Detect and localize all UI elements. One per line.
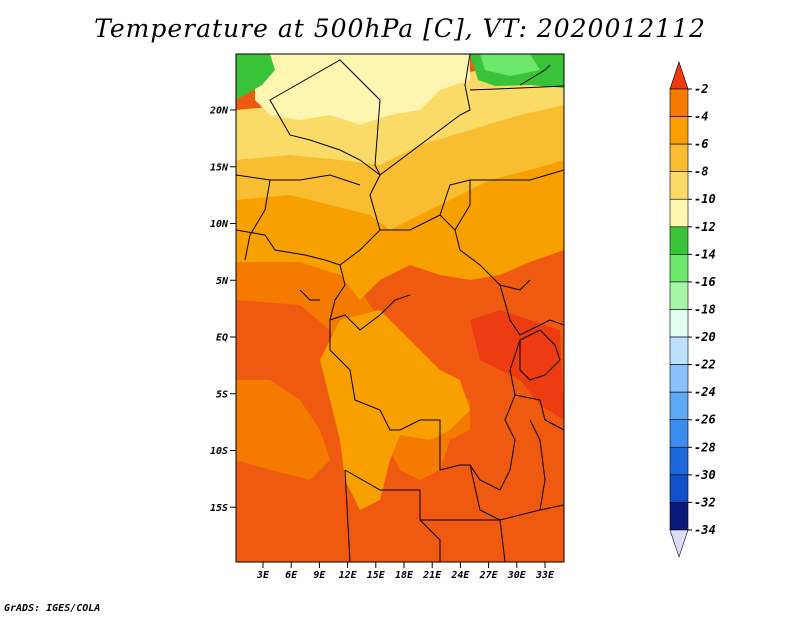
colorbar-label: -6	[694, 137, 708, 151]
colorbar-label: -22	[694, 358, 716, 372]
colorbar-segment	[669, 116, 689, 145]
color-legend: -2 -4 -6 -8 -10 -12 -14 -16 -18 -20 -22 -24 -26 -28 -3…	[669, 61, 716, 558]
colorbar-segment	[669, 391, 689, 421]
colorbar-label: -4	[694, 110, 708, 124]
colorbar-segment	[669, 446, 689, 476]
field-patch-east-hot	[470, 310, 564, 420]
colorbar-label: -16	[694, 275, 716, 289]
temperature-field	[236, 54, 564, 562]
lon-tick-label: 21E	[422, 570, 442, 581]
colorbar-label: -8	[694, 165, 708, 179]
latitude-axis: 20N 15N 10N 5N EQ 5S 10S 15S	[209, 106, 236, 514]
lon-tick-label: 24E	[450, 570, 470, 581]
lon-tick-label: 18E	[395, 570, 414, 581]
field-band-sahel	[236, 100, 564, 230]
colorbar-label: -32	[694, 495, 716, 509]
colorbar-label: -14	[694, 247, 716, 261]
colorbar-segment	[669, 281, 689, 310]
lat-tick-label: 5N	[216, 276, 229, 287]
colorbar-segment	[669, 364, 689, 393]
longitude-axis: 3E 6E 9E 12E 15E 18E 21E 24E 27E 30E 33E	[256, 562, 555, 581]
field-band-congo	[320, 310, 470, 510]
colorbar-segment	[669, 474, 689, 503]
colorbar-segment	[669, 143, 689, 172]
colorbar-segment	[669, 419, 689, 448]
colorbar-segment	[669, 226, 689, 255]
colorbar-segment	[669, 198, 689, 228]
field-band-sahara	[255, 54, 470, 125]
grads-credit: GrADS: IGES/COLA	[4, 603, 101, 614]
lon-tick-label: 12E	[339, 570, 358, 581]
country-borders	[236, 54, 564, 562]
lon-tick-label: 33E	[535, 570, 555, 581]
lon-tick-label: 27E	[479, 570, 499, 581]
map-title: Temperature at 500hPa [C], VT: 202001211…	[94, 14, 706, 43]
colorbar-segment	[669, 254, 689, 283]
colorbar-label: -20	[694, 330, 716, 344]
colorbar-label: -26	[694, 413, 716, 427]
colorbar-label: -34	[694, 523, 716, 537]
lat-tick-label: EQ	[216, 333, 228, 344]
colorbar-bottom-arrow	[669, 529, 689, 558]
colorbar-top-arrow	[669, 61, 689, 90]
colorbar-label: -24	[694, 385, 716, 399]
colorbar-label: -2	[694, 82, 708, 96]
colorbar-segment	[669, 88, 689, 117]
lat-tick-label: 20N	[209, 106, 229, 117]
colorbar-label: -30	[694, 468, 716, 482]
colorbar-label: -28	[694, 440, 716, 454]
lat-tick-label: 15S	[210, 503, 228, 514]
lon-tick-label: 6E	[285, 570, 298, 581]
colorbar-label: -10	[694, 192, 716, 206]
field-band-southwest	[236, 380, 330, 480]
field-patch-northwest	[236, 54, 275, 100]
lon-tick-label: 15E	[367, 570, 386, 581]
field-patch-northeast-core	[480, 54, 540, 76]
colorbar-label: -12	[694, 220, 716, 234]
colorbar-label: -18	[694, 302, 716, 316]
lat-tick-label: 10N	[210, 219, 229, 230]
lon-tick-label: 3E	[256, 570, 270, 581]
lat-tick-label: 15N	[210, 162, 229, 173]
colorbar-segment	[669, 502, 689, 531]
lon-tick-label: 9E	[313, 570, 326, 581]
lon-tick-label: 30E	[507, 570, 527, 581]
lat-tick-label: 5S	[216, 389, 228, 400]
lat-tick-label: 10S	[210, 446, 228, 457]
map-frame	[235, 53, 565, 563]
colorbar-segment	[669, 171, 689, 200]
colorbar-segment	[669, 336, 689, 365]
colorbar-segment	[669, 309, 689, 338]
